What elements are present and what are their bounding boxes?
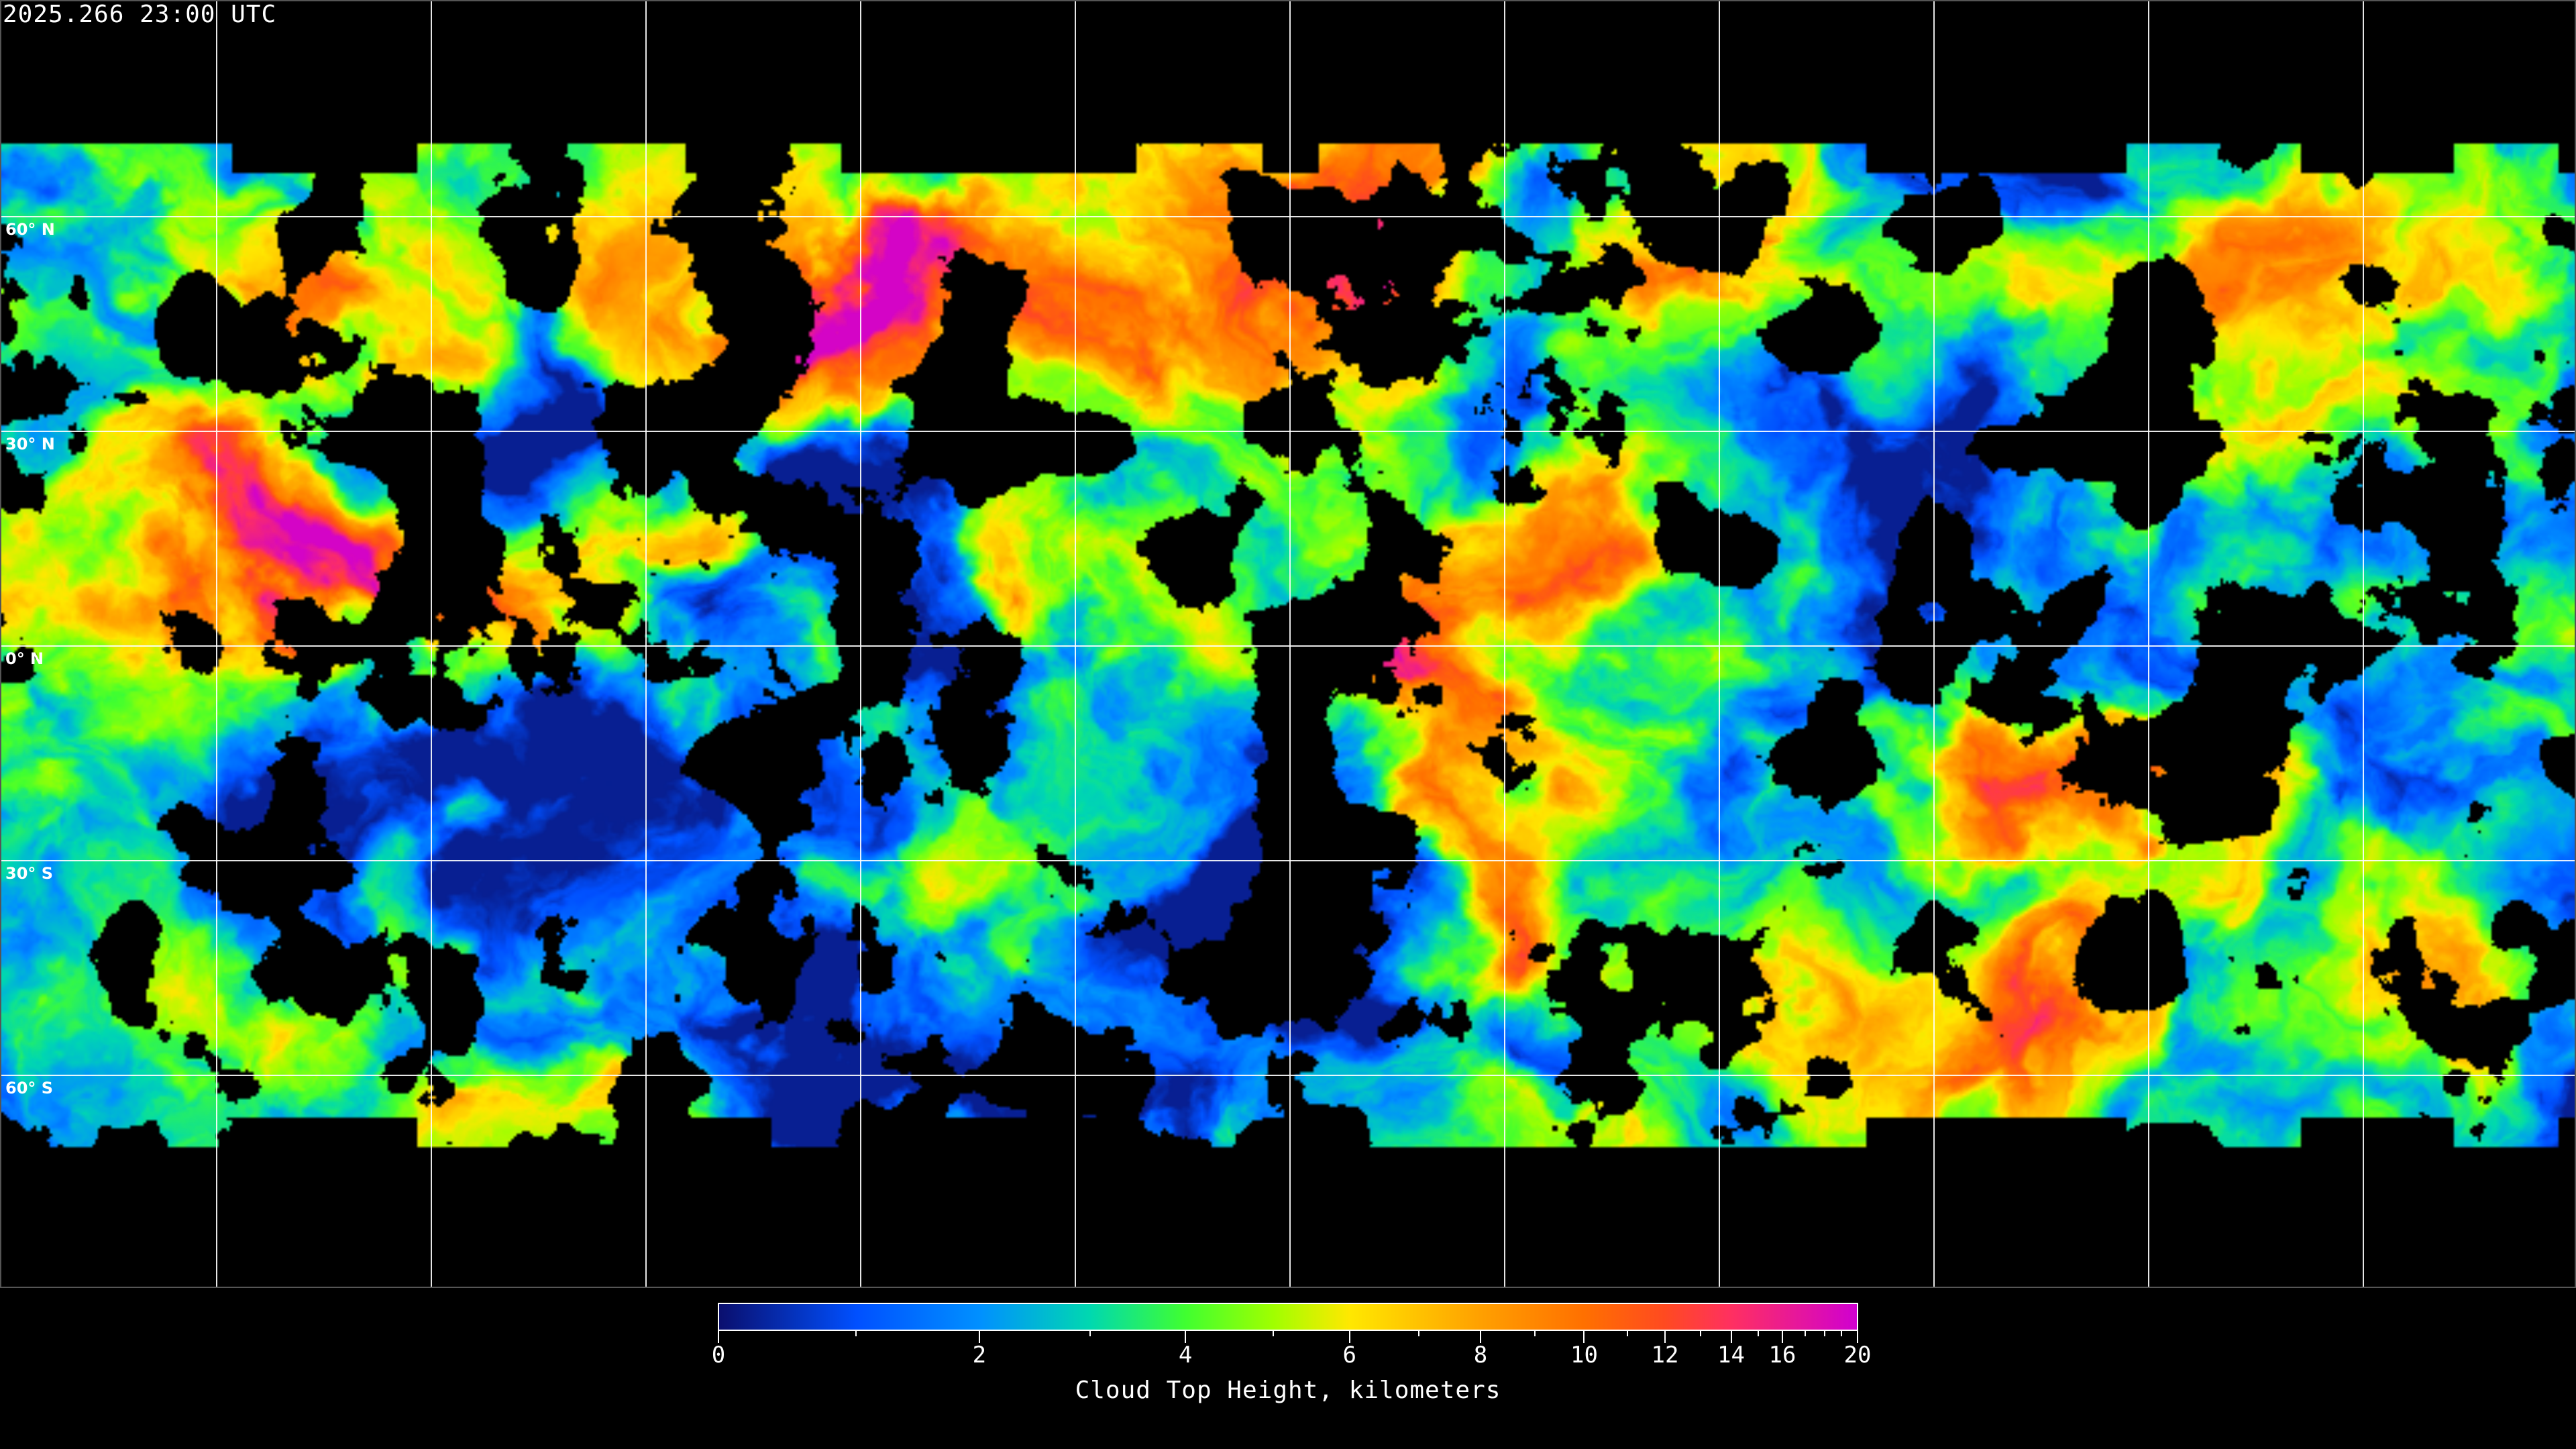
colorbar-tick-label: 16 xyxy=(1768,1342,1796,1368)
colorbar-tick-label: 10 xyxy=(1570,1342,1598,1368)
longitude-gridline xyxy=(1933,1,1935,1287)
colorbar-major-tick xyxy=(1664,1331,1666,1343)
timestamp-title: 2025.266 23:00 UTC xyxy=(3,1,277,28)
colorbar-major-tick xyxy=(1730,1331,1732,1343)
colorbar-minor-tick xyxy=(1758,1331,1760,1336)
colorbar-tick-label: 0 xyxy=(711,1342,726,1368)
longitude-gridline xyxy=(1719,1,1720,1287)
colorbar-major-tick xyxy=(1479,1331,1481,1343)
longitude-gridline xyxy=(2148,1,2149,1287)
latitude-label: 30° N xyxy=(5,435,55,453)
colorbar-tick-label: 12 xyxy=(1651,1342,1679,1368)
colorbar-major-tick xyxy=(1185,1331,1187,1343)
latitude-label: 0° N xyxy=(5,649,44,668)
longitude-gridline xyxy=(645,1,647,1287)
colorbar-major-tick xyxy=(1781,1331,1783,1343)
colorbar-major-tick xyxy=(1857,1331,1858,1343)
latitude-label: 60° S xyxy=(5,1079,54,1097)
longitude-gridline xyxy=(431,1,432,1287)
colorbar-minor-tick xyxy=(1089,1331,1091,1336)
colorbar-tick-label: 4 xyxy=(1178,1342,1193,1368)
colorbar-major-tick xyxy=(718,1331,719,1343)
cloud-imagery xyxy=(1,1,2575,1287)
colorbar-tick-label: 2 xyxy=(972,1342,987,1368)
colorbar-minor-tick xyxy=(1627,1331,1628,1336)
colorbar-tick-label: 14 xyxy=(1717,1342,1745,1368)
cloud-top-height-map: 60° N 30° N 0° N 30° S 60° S xyxy=(0,0,2576,1288)
colorbar-minor-tick xyxy=(1804,1331,1806,1336)
colorbar-tick-label: 20 xyxy=(1843,1342,1872,1368)
colorbar-minor-tick xyxy=(1841,1331,1843,1336)
latitude-gridline xyxy=(1,1075,2575,1076)
colorbar-major-tick xyxy=(1583,1331,1585,1343)
colorbar-tick-label: 8 xyxy=(1473,1342,1488,1368)
latitude-gridline xyxy=(1,860,2575,861)
longitude-gridline xyxy=(216,1,217,1287)
colorbar-major-tick xyxy=(1348,1331,1350,1343)
colorbar-tick-label: 6 xyxy=(1342,1342,1356,1368)
colorbar xyxy=(718,1303,1858,1331)
longitude-gridline xyxy=(2363,1,2364,1287)
longitude-gridline xyxy=(1075,1,1076,1287)
latitude-gridline xyxy=(1,216,2575,217)
colorbar-minor-tick xyxy=(1699,1331,1701,1336)
latitude-gridline xyxy=(1,431,2575,432)
colorbar-minor-tick xyxy=(855,1331,857,1336)
latitude-gridline xyxy=(1,645,2575,647)
colorbar-minor-tick xyxy=(1534,1331,1536,1336)
colorbar-minor-tick xyxy=(1823,1331,1825,1336)
latitude-label: 30° S xyxy=(5,864,54,883)
colorbar-major-tick xyxy=(978,1331,980,1343)
latitude-label: 60° N xyxy=(5,220,55,239)
colorbar-minor-tick xyxy=(1272,1331,1274,1336)
longitude-gridline xyxy=(1289,1,1291,1287)
longitude-gridline xyxy=(860,1,861,1287)
longitude-gridline xyxy=(1504,1,1505,1287)
colorbar-minor-tick xyxy=(1418,1331,1420,1336)
colorbar-label: Cloud Top Height, kilometers xyxy=(1075,1377,1501,1404)
